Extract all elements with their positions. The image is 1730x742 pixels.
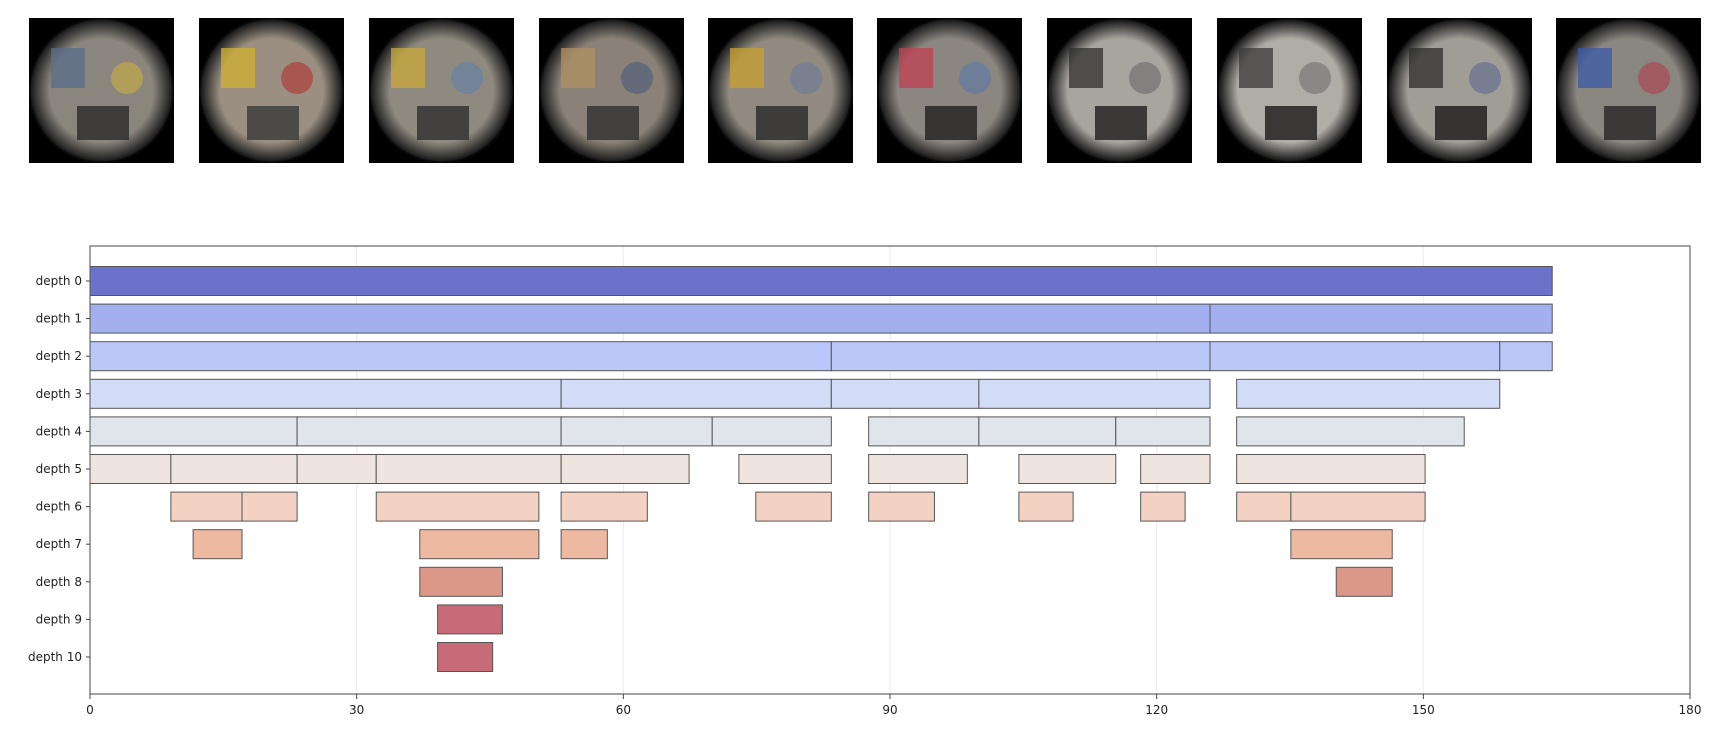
frame-thumbnail — [877, 18, 1022, 163]
frame-thumbnail — [369, 18, 514, 163]
x-tick-label: 150 — [1412, 703, 1435, 717]
segment-bar — [1018, 454, 1117, 484]
x-tick-label: 60 — [616, 703, 631, 717]
segment-bar — [1115, 416, 1211, 447]
segment-bar — [192, 529, 243, 560]
segment-bar — [89, 378, 562, 409]
segment-bar — [868, 416, 980, 447]
x-tick-label: 180 — [1679, 703, 1702, 717]
y-tick-label: depth 2 — [36, 349, 82, 363]
segment-bar — [755, 491, 832, 522]
segment-bar — [978, 416, 1117, 447]
segment-bar — [437, 604, 503, 635]
segment-bar — [1018, 491, 1074, 522]
x-tick-label: 90 — [882, 703, 897, 717]
segment-bar — [560, 416, 713, 447]
segment-bar — [89, 303, 1211, 334]
frame-thumbnail — [1556, 18, 1701, 163]
y-tick-label: depth 7 — [36, 537, 82, 551]
y-tick-label: depth 1 — [36, 312, 82, 326]
y-tick-label: depth 9 — [36, 612, 82, 626]
y-tick-label: depth 10 — [28, 650, 82, 664]
segment-bar — [560, 491, 648, 522]
segment-bar — [89, 341, 832, 372]
segment-bar — [978, 378, 1211, 409]
y-tick-label: depth 4 — [36, 424, 82, 438]
frame-thumbnail — [29, 18, 174, 163]
segment-bar — [419, 566, 503, 597]
segment-bar — [560, 378, 832, 409]
segment-bar — [437, 642, 494, 672]
segment-bar — [241, 491, 298, 522]
segment-bar — [711, 416, 832, 447]
segment-bar — [170, 454, 298, 484]
segment-bar — [560, 529, 608, 560]
segment-bar — [1499, 341, 1553, 372]
frame-thumbnail — [539, 18, 684, 163]
x-axis-ticks: 0 30 60 90 120 150 180 — [86, 694, 1701, 717]
thumbnail-strip — [0, 0, 1730, 170]
segment-bar — [1209, 341, 1501, 372]
segment-bar — [830, 378, 980, 409]
segment-bar — [89, 416, 298, 447]
segment-bar — [1209, 303, 1553, 334]
x-tick-label: 30 — [349, 703, 364, 717]
segment-bar — [375, 454, 562, 484]
y-tick-label: depth 5 — [36, 462, 82, 476]
frame-thumbnail — [708, 18, 853, 163]
segment-bar — [868, 454, 968, 484]
y-tick-label: depth 0 — [36, 274, 82, 288]
y-tick-label: depth 3 — [36, 387, 82, 401]
segment-bar — [170, 491, 243, 522]
segment-bar — [419, 529, 540, 560]
x-tick-label: 120 — [1145, 703, 1168, 717]
segment-bar — [1290, 529, 1393, 560]
segment-bar — [1140, 454, 1211, 484]
segment-bar — [1335, 566, 1393, 597]
segment-bar — [1290, 491, 1426, 522]
frame-thumbnail — [1387, 18, 1532, 163]
segment-bar — [1236, 378, 1501, 409]
y-tick-label: depth 8 — [36, 575, 82, 589]
segment-bar — [375, 491, 540, 522]
segment-bar — [868, 491, 935, 522]
segment-bar — [89, 266, 1553, 296]
segment-bar — [830, 341, 1211, 372]
segment-bar — [560, 454, 690, 484]
segment-bar — [738, 454, 832, 484]
segment-bar — [1236, 454, 1426, 484]
segment-bar — [1236, 416, 1465, 447]
frame-thumbnail — [199, 18, 344, 163]
x-tick-label: 0 — [86, 703, 94, 717]
frame-thumbnail — [1217, 18, 1362, 163]
segment-bars — [89, 266, 1553, 672]
y-axis-labels: depth 0 depth 1 depth 2 depth 3 depth 4 depth… — [28, 274, 90, 664]
segment-bar — [1236, 491, 1292, 522]
frame-thumbnail — [1047, 18, 1192, 163]
segment-bar — [296, 454, 377, 484]
segment-bar — [1140, 491, 1186, 522]
y-tick-label: depth 6 — [36, 500, 82, 514]
segment-bar — [89, 454, 172, 484]
segment-bar — [296, 416, 562, 447]
